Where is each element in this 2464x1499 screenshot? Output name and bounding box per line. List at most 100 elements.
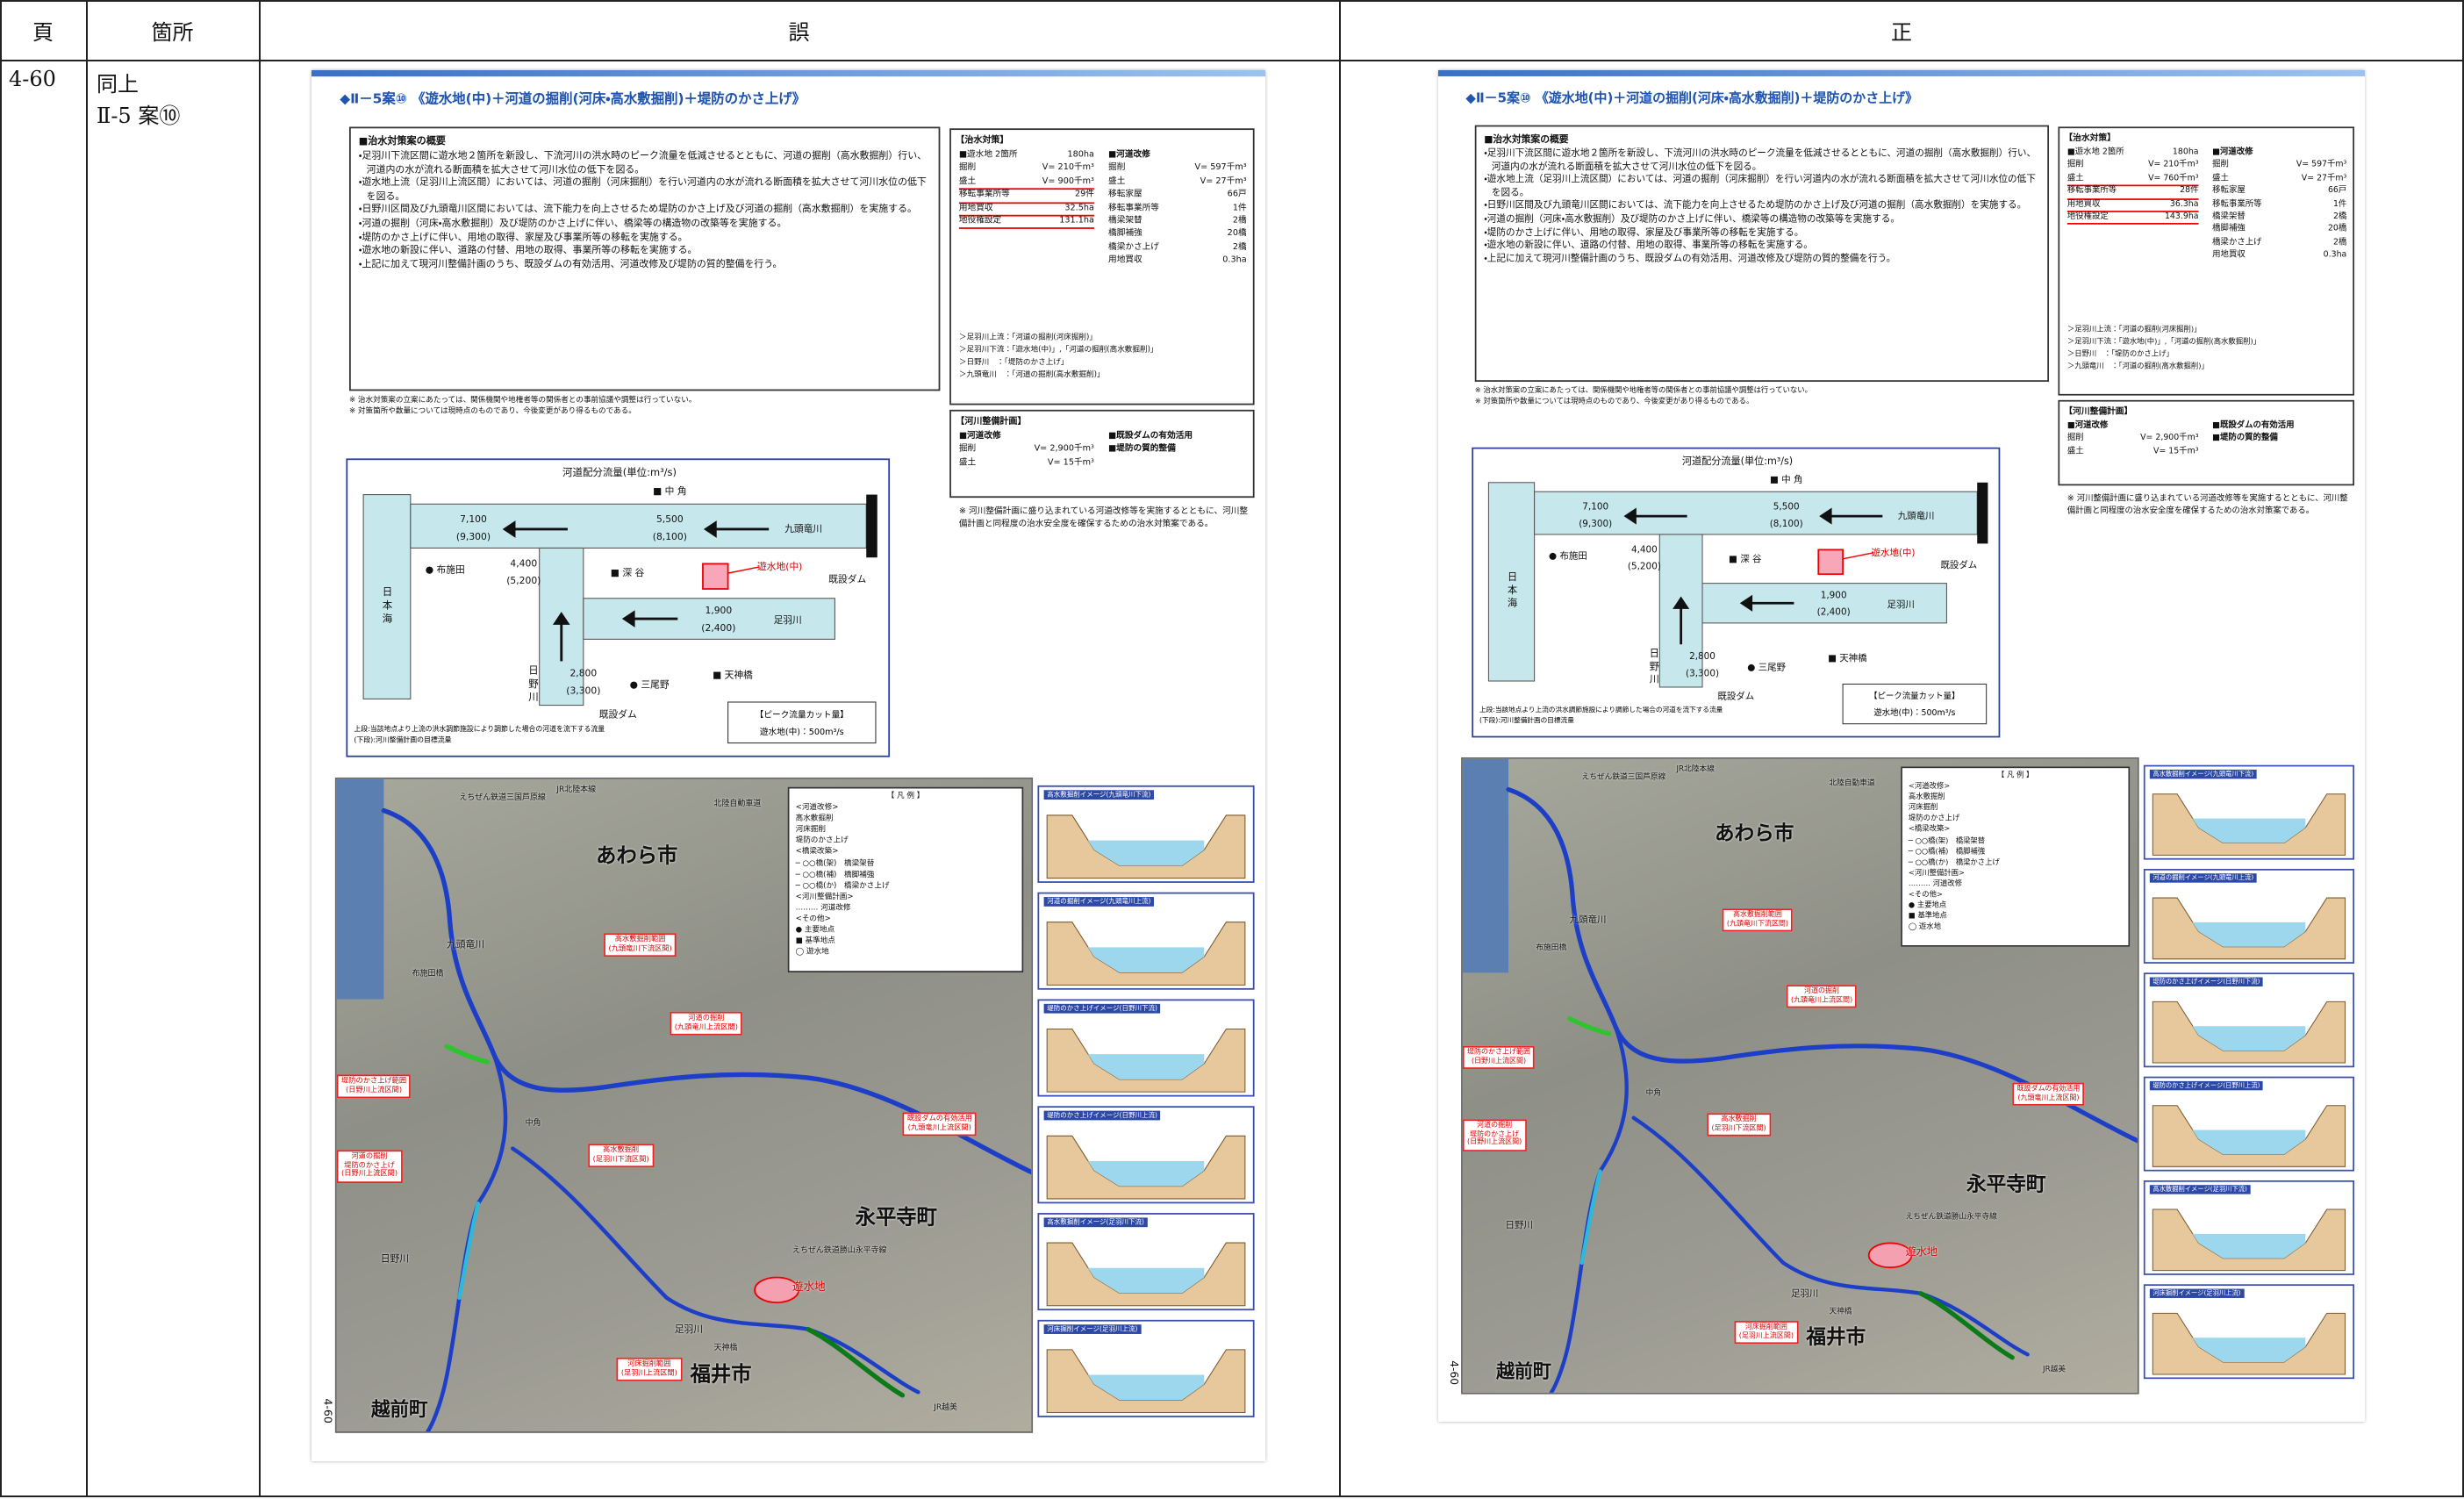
water — [1087, 1160, 1205, 1187]
water — [1087, 1267, 1205, 1294]
item-label: 掘削 — [2066, 434, 2084, 444]
flow-label: ● 布施田 — [1549, 549, 1587, 561]
map-label: えちぜん鉄道三国芦原線 — [1581, 772, 1666, 782]
legend-item: 【 凡 例 】 — [886, 793, 925, 801]
item-row: ■河道改修 — [1108, 149, 1247, 162]
note: ※ 対策箇所や数量については現時点のものであり、今後変更があり得るものである。 — [348, 408, 636, 417]
item-value: V= 27千m³ — [2301, 173, 2347, 183]
page-title: ◆Ⅱ－5案⑩ 《遊水地(中)＋河道の掘削(河床・高水敷掘削)＋堤防のかさ上げ》 — [340, 92, 806, 108]
legend-item: <河道改修> — [1908, 783, 1951, 792]
dam — [866, 494, 877, 558]
map-label: 福井市 — [1806, 1327, 1866, 1351]
section-image: 高水敷掘削イメージ(足羽川下流) — [1037, 1213, 1255, 1311]
map-label: 足羽川 — [1790, 1288, 1819, 1300]
map-label: 中角 — [1645, 1088, 1662, 1099]
map-annotation: 堤防のかさ上げ範囲 (日野川上流区間) — [336, 1074, 412, 1099]
map-label: 布施田橋 — [412, 969, 444, 979]
map-label: 越前町 — [371, 1398, 428, 1421]
item-label: ■遊水地 2箇所 — [958, 150, 1018, 161]
section-svg — [1046, 922, 1246, 986]
section-title: 高水敷掘削イメージ(足羽川下流) — [1043, 1217, 1148, 1228]
note: ※ 対策箇所や数量については現時点のものであり、今後変更があり得るものである。 — [1474, 398, 1754, 406]
legend-item: ─ ○○橋(か) 橋梁かさ上げ — [795, 882, 890, 891]
section-svg — [2152, 1209, 2346, 1272]
item-label: 移転家屋 — [2212, 186, 2246, 197]
document-page: ◆Ⅱ－5案⑩ 《遊水地(中)＋河道の掘削(河床・高水敷掘削)＋堤防のかさ上げ》 ■… — [1438, 70, 2366, 1422]
flow-label: ● 三尾野 — [630, 678, 670, 690]
legend-item: 堤防のかさ上げ — [1908, 815, 1960, 824]
flow-label: 既設ダム — [599, 708, 637, 720]
water — [2192, 922, 2306, 947]
bullet: ・日野川区間及び九頭竜川区間においては、流下能力を向上させるため堤防のかさ上げ及… — [1484, 200, 2027, 212]
map-label: JR北陸本線 — [1676, 764, 1715, 775]
map-label: 天神橋 — [1829, 1307, 1852, 1316]
bullet: ・堤防のかさ上げに伴い、用地の取得、家屋及び事業所等の移転を実施する。 — [358, 231, 688, 243]
item-value: 180ha — [1067, 150, 1094, 161]
leader — [1842, 552, 1874, 560]
item-row: 地役権設定 143.9ha — [2066, 211, 2199, 226]
item-row: 橋梁架替 2橋 — [2212, 211, 2346, 224]
cut-value: 遊水地(中)：500m³/s — [760, 727, 844, 737]
sea — [1462, 758, 1509, 973]
map-annotation: 高水敷掘削範囲 (九頭竜川下流区間) — [604, 933, 677, 957]
item-label: 地役権設定 — [2066, 212, 2109, 222]
header-correct: 正 — [1891, 19, 1912, 45]
cut-title: 【ピーク流量カット量】 — [756, 709, 849, 720]
map-label: 北陸自動車道 — [713, 800, 762, 809]
legend-item: ……… 河道改修 — [795, 904, 851, 913]
legend-item: 河床掘削 — [1908, 805, 1938, 814]
item-label: ■遊水地 2箇所 — [2066, 147, 2124, 158]
legend-item: ─ ○○橋(架) 橋梁架替 — [1908, 837, 1986, 846]
legend-item: <河川整備計画> — [795, 893, 854, 902]
map-annotation: 高水敷掘削 (足羽川下流区間) — [1707, 1113, 1771, 1137]
section-title: 河床掘削イメージ(足羽川上流) — [1043, 1324, 1141, 1334]
legend-item: 堤防のかさ上げ — [795, 837, 849, 846]
arrows — [502, 520, 770, 662]
section-svg — [2152, 793, 2346, 856]
item-value: 180ha — [2172, 147, 2199, 158]
item-label: 掘削 — [2212, 161, 2229, 170]
section-image: 堤防のかさ上げイメージ(日野川下流) — [2143, 972, 2354, 1068]
note: ※ 治水対策案の立案にあたっては、関係機関や地権者等の関係者との事前協議や調整は… — [348, 397, 697, 405]
bullet: ・河道の掘削（河床・高水敷掘削）及び堤防のかさ上げに伴い、橋梁等の構造物の改築等… — [358, 218, 787, 229]
item-label: ■河道改修 — [958, 431, 1001, 441]
item-label: 移転事業所等 — [2212, 199, 2262, 209]
item-label: ■河道改修 — [2212, 147, 2253, 158]
item-label: 移転事業所等 — [958, 190, 1010, 200]
river-measure: ＞九頭竜川 ：「河道の掘削(高水敷掘削)」 — [2066, 363, 2209, 371]
flow-label: ■ 天神橋 — [713, 670, 753, 681]
flow-label: 遊水地(中) — [757, 561, 802, 572]
water — [1087, 840, 1205, 866]
section-title: 高水敷掘削イメージ(九頭竜川下流) — [1043, 790, 1154, 800]
item-row: 掘削 V= 597千m³ — [2212, 160, 2346, 173]
bullet: ・上記に加えて現河川整備計画のうち、既設ダムの有効活用、河道改修及び堤防の質的整… — [1484, 253, 1896, 264]
flow-label: 九頭竜川 — [784, 523, 822, 534]
river-measure: ＞足羽川上流：「河道の掘削(河床掘削)」 — [2066, 326, 2202, 335]
channels — [1487, 482, 1978, 688]
flow-label: ■ 中 角 — [1770, 473, 1802, 484]
section-image: 河道の掘削イメージ(九頭竜川上流) — [2143, 869, 2354, 964]
section-svg — [1046, 1349, 1246, 1414]
dam — [1977, 482, 1988, 544]
item-row: ■既設ダムの有効活用 — [2212, 420, 2334, 433]
legend-item: <その他> — [795, 915, 831, 924]
item-row: ■遊水地 2箇所 180ha — [959, 149, 1094, 162]
bullet: ・遊水地の新設に伴い、道路の付替、用地の取得、事業所等の移転を実施する。 — [358, 245, 698, 256]
legend: 【 凡 例 】 <河道改修> 高水敷掘削 河床掘削 堤防のかさ上げ <橋梁改築> ─ ○○橋… — [787, 786, 1024, 973]
item-row: 盛土 V= 15千m³ — [2067, 446, 2199, 459]
note: ※ 治水対策案の立案にあたっては、関係機関や地権者等の関係者との事前協議や調整は… — [1474, 387, 1812, 396]
item-value: V= 900千m³ — [1042, 176, 1094, 187]
flow-caption: 上段:当該地点より上流の洪水調節施設により調節した場合の河道を流下する流量 — [354, 724, 605, 733]
legend-item: ◯ 遊水地 — [795, 949, 829, 957]
leader — [727, 566, 760, 574]
item-label: 橋梁かさ上げ — [2212, 238, 2262, 247]
item-row: 用地買収 36.3ha — [2066, 197, 2199, 212]
water — [1087, 947, 1205, 973]
retarding-basin — [702, 563, 729, 590]
legend-item: <その他> — [1908, 892, 1943, 900]
item-row: 盛土 V= 27千m³ — [1108, 176, 1247, 189]
map-annotation: 堤防のかさ上げ範囲 (日野川上流区間) — [1462, 1045, 1536, 1070]
item-value: V= 15千m³ — [2153, 447, 2199, 456]
map-label: 九頭竜川 — [1569, 914, 1607, 926]
flow-label: 4,400 — [510, 557, 537, 569]
